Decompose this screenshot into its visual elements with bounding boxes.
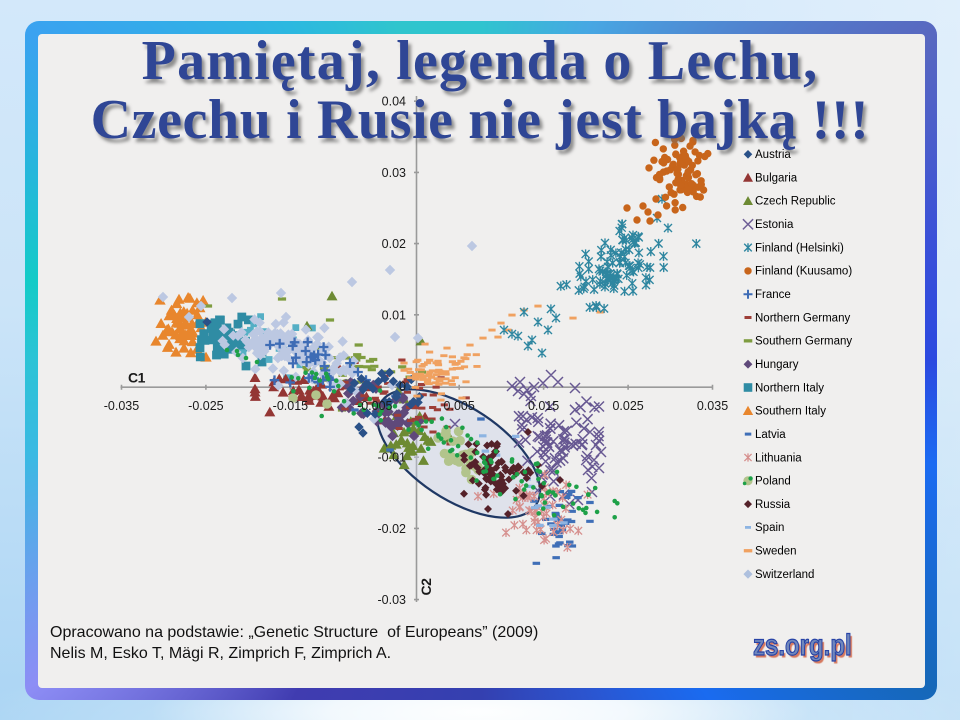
svg-text:Latvia: Latvia	[755, 429, 786, 441]
svg-text:Poland: Poland	[755, 476, 791, 488]
svg-text:-0.015: -0.015	[273, 399, 308, 413]
svg-text:Northern Italy: Northern Italy	[755, 382, 824, 394]
svg-text:0.02: 0.02	[382, 237, 406, 251]
svg-text:0.035: 0.035	[697, 399, 728, 413]
svg-text:-0.005: -0.005	[357, 399, 392, 413]
svg-text:-0.01: -0.01	[378, 451, 407, 465]
svg-text:Switzerland: Switzerland	[755, 569, 814, 581]
svg-text:0.005: 0.005	[444, 399, 475, 413]
svg-text:France: France	[755, 289, 791, 301]
svg-text:Spain: Spain	[755, 522, 784, 534]
svg-text:-0.035: -0.035	[104, 399, 139, 413]
svg-text:Northern Germany: Northern Germany	[755, 312, 850, 324]
svg-text:Southern Germany: Southern Germany	[755, 336, 852, 348]
svg-text:Hungary: Hungary	[755, 359, 799, 371]
svg-text:0.025: 0.025	[612, 399, 643, 413]
svg-text:-0.025: -0.025	[188, 399, 223, 413]
svg-text:0.03: 0.03	[382, 166, 406, 180]
svg-text:Bulgaria: Bulgaria	[755, 172, 798, 184]
svg-text:Southern Italy: Southern Italy	[755, 406, 826, 418]
svg-text:C2: C2	[418, 578, 434, 596]
svg-text:Finland (Kuusamo): Finland (Kuusamo)	[755, 266, 852, 278]
svg-text:Czech Republic: Czech Republic	[755, 196, 836, 208]
svg-text:Sweden: Sweden	[755, 546, 797, 558]
svg-text:C1: C1	[128, 370, 146, 386]
svg-text:-0.03: -0.03	[378, 593, 407, 607]
svg-text:0.04: 0.04	[382, 95, 406, 109]
svg-text:Estonia: Estonia	[755, 219, 794, 231]
svg-text:Finland (Helsinki): Finland (Helsinki)	[755, 242, 844, 254]
svg-text:Lithuania: Lithuania	[755, 452, 802, 464]
svg-text:Austria: Austria	[755, 149, 791, 161]
svg-text:0.01: 0.01	[382, 308, 406, 322]
svg-text:-0.02: -0.02	[378, 522, 407, 536]
svg-text:0: 0	[399, 380, 406, 394]
svg-text:0.015: 0.015	[528, 399, 559, 413]
svg-text:Russia: Russia	[755, 499, 791, 511]
